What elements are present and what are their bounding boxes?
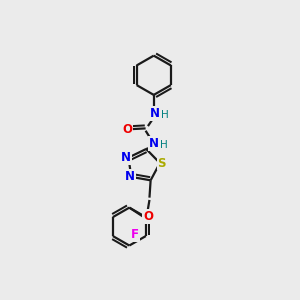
Text: F: F: [131, 228, 139, 242]
Text: H: H: [160, 140, 168, 150]
Text: O: O: [143, 210, 153, 223]
Text: H: H: [161, 110, 169, 119]
Text: N: N: [149, 137, 159, 150]
Text: S: S: [158, 157, 166, 169]
Text: N: N: [150, 107, 160, 120]
Text: O: O: [122, 123, 132, 136]
Text: N: N: [121, 151, 131, 164]
Text: N: N: [125, 170, 135, 183]
